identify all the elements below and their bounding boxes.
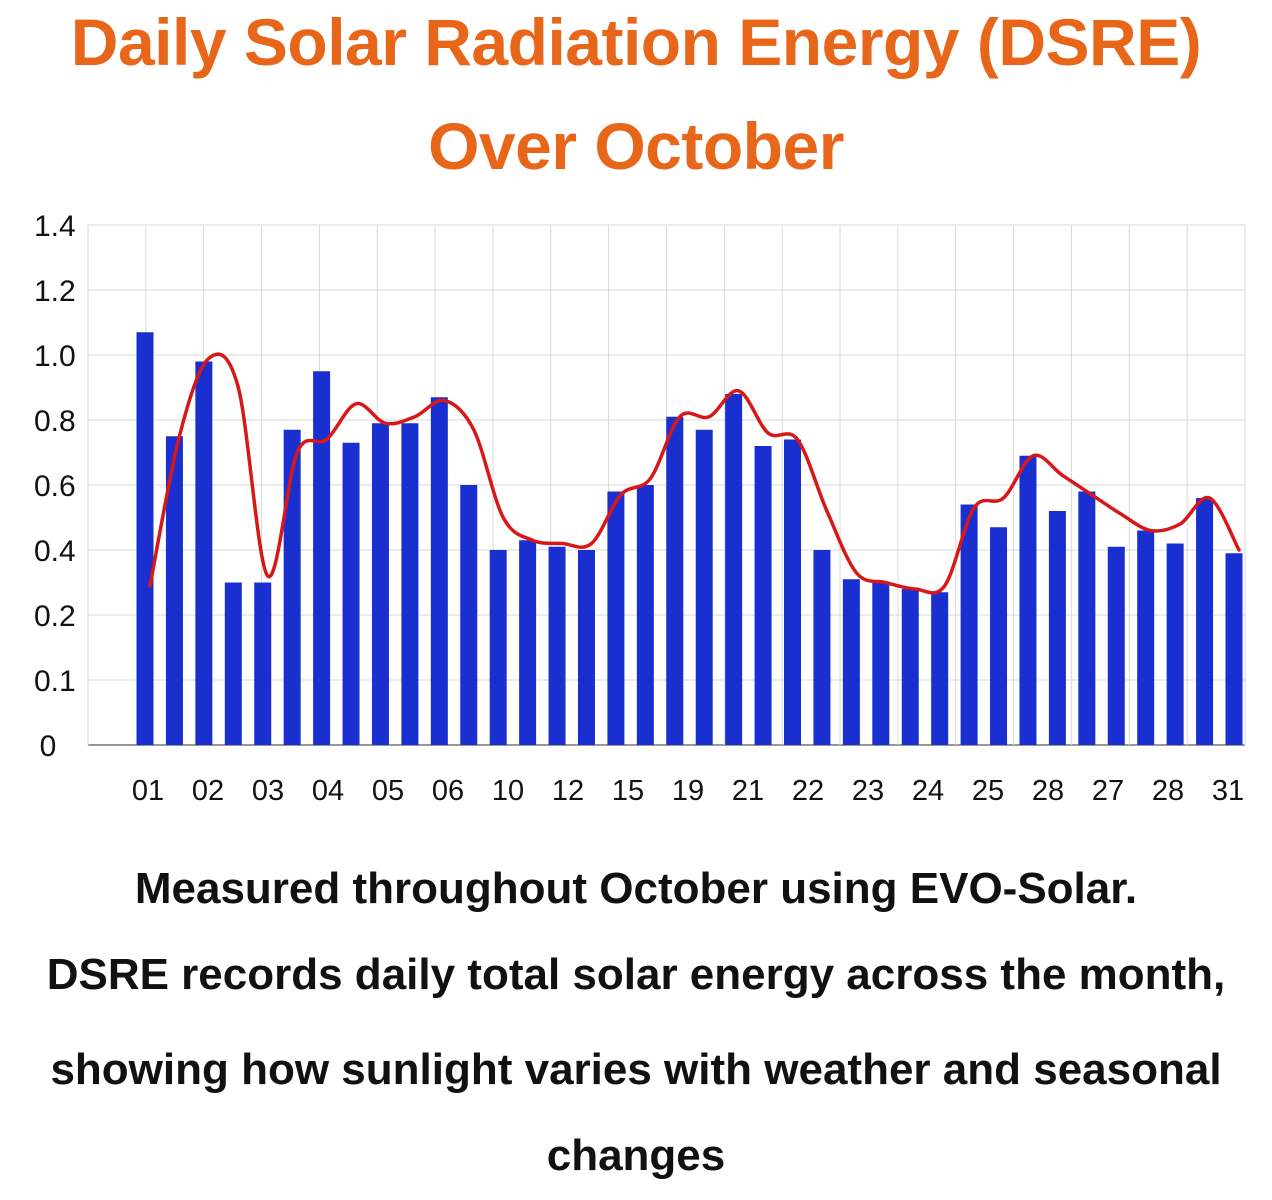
- bar: [725, 394, 743, 745]
- x-tick-label: 04: [312, 775, 344, 807]
- bar: [165, 436, 183, 745]
- y-tick-label: 0: [40, 730, 57, 763]
- bar: [401, 423, 419, 745]
- bar: [1078, 491, 1096, 745]
- x-tick-label: 03: [252, 775, 284, 807]
- y-axis: 0 0.1 0.2 0.4 0.6 0.8 1.0 1.2 1.4: [34, 210, 76, 763]
- bar: [990, 527, 1008, 745]
- bar: [224, 582, 242, 745]
- x-tick-label: 10: [492, 775, 524, 807]
- bar: [607, 491, 625, 745]
- bar: [636, 485, 654, 745]
- y-tick-label: 0.8: [34, 405, 76, 438]
- y-tick-label: 0.2: [34, 600, 76, 633]
- x-axis: 01 02 03 04 05 06 10 12 15 19 21 22 23 24 25 28 27 28 31: [132, 775, 1244, 807]
- trend-line-series: [148, 352, 1241, 595]
- x-tick-label: 05: [372, 775, 404, 807]
- bar: [813, 550, 831, 745]
- x-tick-label: 15: [612, 775, 644, 807]
- chart-title-line-2: Over October: [428, 109, 844, 183]
- bar: [1107, 546, 1125, 745]
- caption-line-1: Measured throughout October using EVO-So…: [134, 864, 1138, 913]
- bar: [283, 429, 301, 745]
- x-tick-label: 24: [912, 775, 944, 807]
- bar: [754, 446, 772, 745]
- y-tick-label: 1.0: [34, 340, 76, 373]
- chart-title-line-1: Daily Solar Radiation Energy (DSRE): [70, 5, 1202, 79]
- bar: [1166, 543, 1184, 745]
- caption-line-4: changes: [546, 1131, 726, 1180]
- bar: [1225, 553, 1243, 745]
- x-tick-label: 27: [1092, 775, 1124, 807]
- chart: 0 0.1 0.2 0.4 0.6 0.8 1.0 1.2 1.4 01 02 03 04 05 06 10…: [34, 210, 1246, 807]
- bar: [195, 361, 213, 745]
- bar: [695, 429, 713, 745]
- bar: [371, 423, 389, 745]
- bar: [519, 540, 537, 745]
- bar: [1137, 530, 1155, 745]
- x-tick-label: 22: [792, 775, 824, 807]
- bar: [1019, 455, 1037, 745]
- bar: [931, 592, 949, 745]
- x-tick-label: 31: [1212, 775, 1244, 807]
- bar: [577, 550, 595, 745]
- x-tick-label: 21: [732, 775, 764, 807]
- y-tick-label: 0.1: [34, 665, 76, 698]
- bar: [136, 332, 154, 745]
- x-tick-label: 19: [672, 775, 704, 807]
- bar: [489, 550, 507, 745]
- bar: [901, 589, 919, 745]
- x-tick-label: 06: [432, 775, 464, 807]
- bar: [1196, 498, 1214, 745]
- x-tick-label: 28: [1152, 775, 1184, 807]
- bar: [842, 579, 860, 745]
- bar: [342, 442, 360, 745]
- bar: [254, 582, 272, 745]
- x-tick-label: 01: [132, 775, 164, 807]
- caption-line-3: showing how sunlight varies with weather…: [50, 1045, 1222, 1094]
- bar: [666, 416, 684, 745]
- y-tick-label: 0.6: [34, 470, 76, 503]
- bar: [960, 504, 978, 745]
- y-tick-label: 0.4: [34, 535, 76, 568]
- x-tick-label: 02: [192, 775, 224, 807]
- trend-line: [148, 352, 1241, 595]
- y-tick-label: 1.4: [34, 210, 76, 243]
- x-tick-label: 12: [552, 775, 584, 807]
- bar: [872, 582, 890, 745]
- x-tick-label: 28: [1032, 775, 1064, 807]
- bar-series: [136, 332, 1243, 745]
- y-tick-label: 1.2: [34, 275, 76, 308]
- bar: [784, 439, 802, 745]
- bar: [313, 371, 331, 745]
- bar: [548, 546, 566, 745]
- x-tick-label: 25: [972, 775, 1004, 807]
- bar: [1048, 511, 1066, 745]
- caption-line-2: DSRE records daily total solar energy ac…: [46, 950, 1226, 999]
- x-tick-label: 23: [852, 775, 884, 807]
- bar: [460, 485, 478, 745]
- bar: [430, 397, 448, 745]
